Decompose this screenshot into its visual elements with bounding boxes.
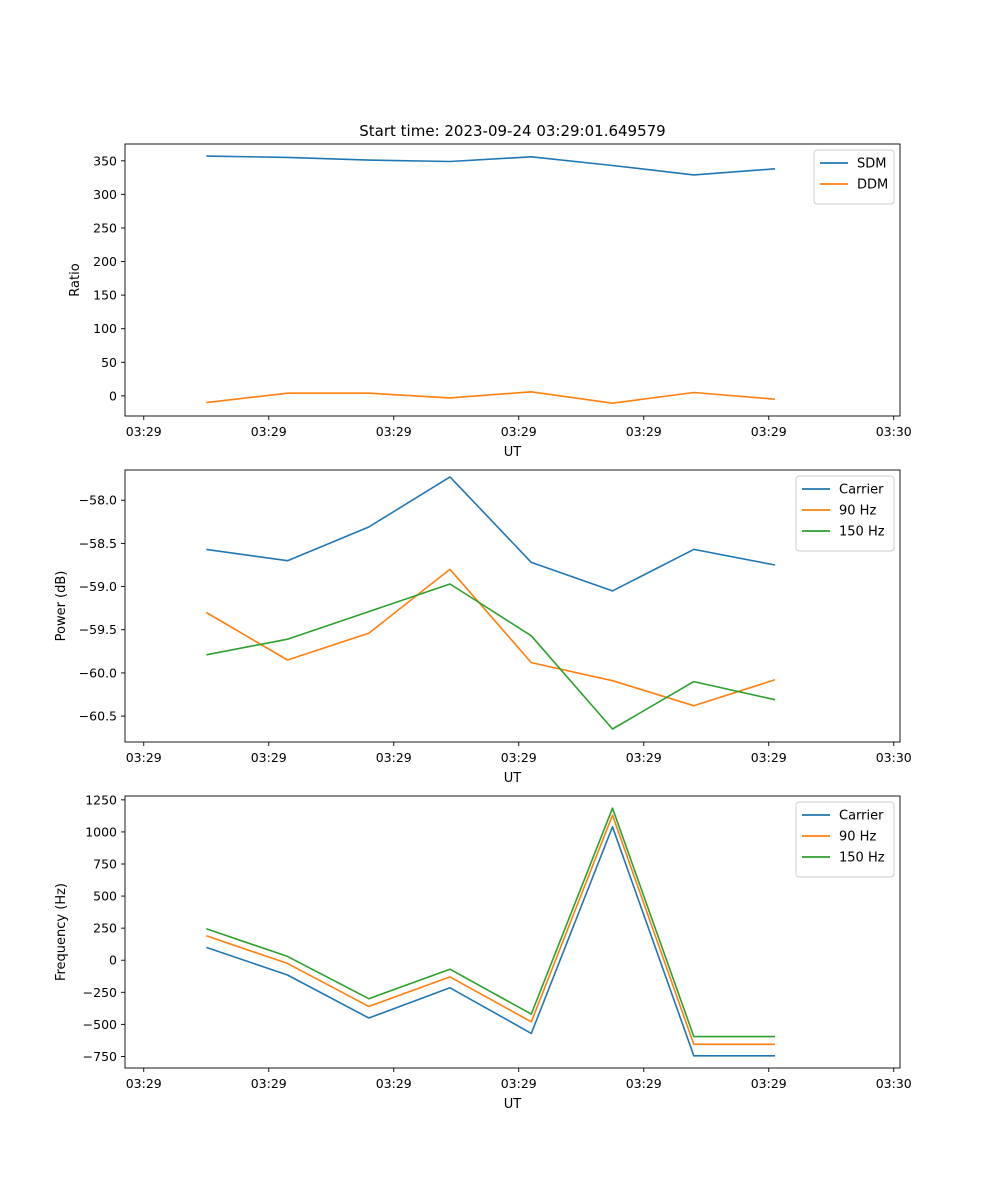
y-tick-label: −59.0 [79,579,117,594]
legend: SDM DDM [813,149,895,205]
charts: Start time: 2023-09-24 03:29:01.64957903… [54,122,912,1112]
series-line-90-hz [205,568,776,707]
y-tick-label: −500 [83,1017,117,1032]
y-tick-label: 250 [93,921,117,936]
legend-label: 150 Hz [839,525,885,540]
chart-panel-2: 03:29 03:29 03:29 03:29 03:29 03:29 03:30 −60.5… [54,469,912,786]
x-tick-label: 03:29 [126,1076,162,1091]
series-line-ddm [206,390,776,405]
legend-label: 150 Hz [839,851,885,866]
legend-label: 90 Hz [839,830,876,845]
x-tick-label: 03:29 [501,750,537,765]
y-tick-label: 1000 [85,824,117,839]
legend: Carrier 90 Hz 150 Hz [795,475,895,552]
y-tick-label: −59.5 [79,622,117,637]
y-tick-label: 0 [109,953,117,968]
x-tick-label: 03:29 [751,1076,787,1091]
y-tick-label: 500 [93,889,117,904]
series-line-90-hz [206,814,775,1046]
x-tick-label: 03:29 [751,424,787,439]
series-line-150-hz [206,807,775,1038]
x-tick-label: 03:29 [626,424,662,439]
x-tick-label: 03:29 [751,750,787,765]
legend: Carrier 90 Hz 150 Hz [795,801,895,878]
x-tick-label: 03:29 [251,750,287,765]
y-tick-label: 1250 [85,792,117,807]
chart-panel-3: 03:29 03:29 03:29 03:29 03:29 03:29 03:30 −750 −… [54,792,912,1112]
legend-box [795,475,895,552]
y-tick-label: 0 [109,388,117,403]
x-axis-label: UT [504,1097,522,1112]
x-tick-label: 03:29 [376,424,412,439]
legend-label: DDM [857,178,888,193]
legend-label: 90 Hz [839,504,876,519]
y-tick-label: 200 [93,254,117,269]
y-tick-label: 50 [101,355,117,370]
x-tick-label: 03:29 [501,1076,537,1091]
legend-label: Carrier [839,483,884,498]
y-axis-label: Ratio [68,263,83,296]
x-tick-label: 03:29 [626,750,662,765]
y-axis-label: Power (dB) [54,571,69,642]
x-tick-label: 03:29 [251,1076,287,1091]
y-tick-label: −60.5 [79,709,117,724]
x-tick-label: 03:29 [626,1076,662,1091]
y-tick-label: −58.0 [79,493,117,508]
x-axis-label: UT [504,445,522,460]
y-tick-label: −250 [83,985,117,1000]
y-tick-label: 250 [93,220,117,235]
y-axis-label: Frequency (Hz) [54,883,69,981]
x-tick-label: 03:29 [376,750,412,765]
x-tick-label: 03:29 [126,424,162,439]
y-tick-label: 300 [93,187,117,202]
y-tick-label: 350 [93,153,117,168]
legend-label: Carrier [839,809,884,824]
chart-title: Start time: 2023-09-24 03:29:01.649579 [359,122,665,140]
series-line-sdm [206,155,776,176]
x-tick-label: 03:29 [126,750,162,765]
chart-panel-1: Start time: 2023-09-24 03:29:01.64957903… [68,122,912,460]
x-tick-label: 03:29 [251,424,287,439]
x-tick-label: 03:30 [876,424,912,439]
plot-frame [124,795,901,1069]
y-tick-label: 750 [93,857,117,872]
plot-frame [124,143,901,417]
y-tick-label: 100 [93,321,117,336]
plot-frame [124,469,901,743]
legend-label: SDM [857,157,886,172]
y-tick-label: 150 [93,288,117,303]
y-tick-label: −60.0 [79,665,117,680]
legend-box [795,801,895,878]
y-tick-label: −58.5 [79,536,117,551]
series-line-150-hz [206,583,776,730]
x-tick-label: 03:30 [876,1076,912,1091]
x-tick-label: 03:29 [501,424,537,439]
x-axis-label: UT [504,771,522,786]
x-tick-label: 03:29 [376,1076,412,1091]
series-line-carrier [206,825,775,1057]
x-tick-label: 03:30 [876,750,912,765]
y-tick-label: −750 [83,1049,117,1064]
series-line-carrier [206,476,776,592]
